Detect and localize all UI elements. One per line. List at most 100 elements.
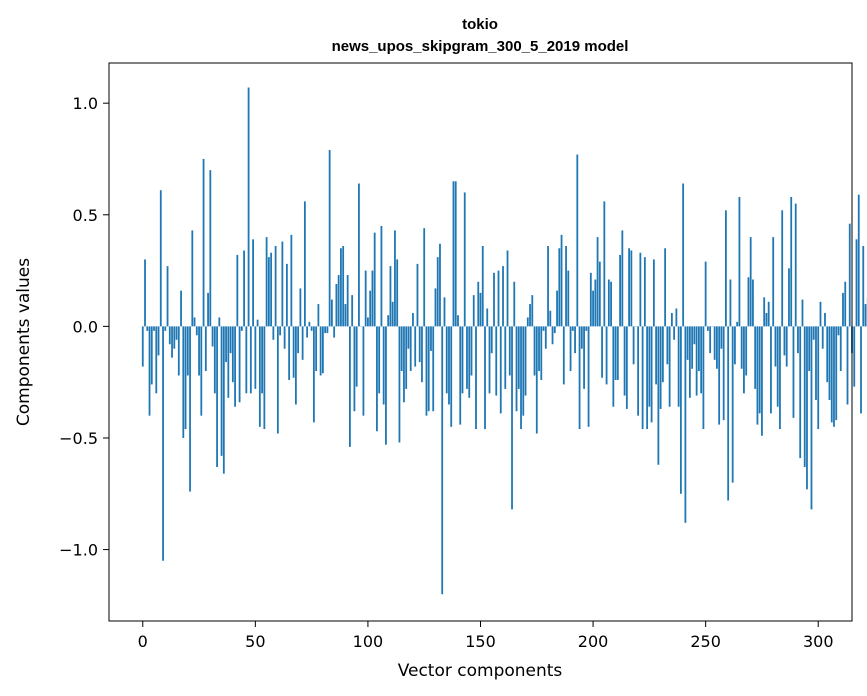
bar-14	[173, 326, 176, 349]
bar-13	[171, 326, 173, 358]
bar-103	[373, 232, 376, 327]
bar-49	[252, 239, 254, 327]
bar-318	[857, 194, 860, 327]
bar-149	[477, 281, 480, 327]
bar-187	[562, 326, 565, 385]
bar-2	[146, 326, 149, 331]
bar-270	[749, 237, 752, 327]
bar-21	[189, 326, 191, 492]
bar-75	[310, 326, 313, 331]
bar-292	[799, 326, 802, 459]
bar-278	[767, 301, 770, 327]
bar-134	[443, 297, 446, 327]
y-tick-label: 0.0	[73, 317, 98, 336]
bar-154	[488, 326, 491, 394]
bar-304	[826, 326, 829, 383]
bar-150	[479, 292, 482, 327]
bar-260	[727, 326, 730, 501]
bar-190	[569, 326, 572, 372]
bar-136	[448, 326, 450, 405]
bar-69	[297, 326, 300, 354]
bar-258	[722, 326, 725, 421]
bar-89	[342, 246, 345, 327]
bar-179	[544, 326, 547, 349]
bar-225	[648, 326, 651, 407]
bar-61	[279, 326, 282, 336]
bar-230	[659, 326, 662, 409]
bar-279	[770, 326, 772, 414]
bar-32	[213, 326, 216, 394]
bar-233	[666, 326, 669, 365]
bar-114	[398, 326, 401, 443]
bar-37	[225, 326, 227, 363]
x-tick-label: 100	[353, 632, 384, 651]
bar-15	[175, 326, 178, 340]
bar-231	[661, 326, 664, 383]
bar-157	[495, 326, 498, 396]
bar-86	[335, 283, 338, 327]
bar-76	[312, 326, 315, 423]
bar-244	[691, 326, 694, 369]
bar-80	[321, 326, 324, 374]
bar-55	[265, 237, 268, 327]
bar-130	[434, 288, 437, 327]
bar-51	[256, 319, 259, 327]
bar-158	[497, 270, 500, 327]
bar-174	[533, 326, 536, 376]
bar-74	[308, 321, 311, 327]
bar-23	[193, 317, 196, 327]
bar-39	[229, 326, 232, 354]
bar-111	[391, 301, 394, 327]
bar-317	[855, 239, 858, 327]
bar-252	[709, 326, 712, 354]
bar-184	[556, 290, 558, 327]
bar-10	[164, 326, 167, 331]
bar-8	[159, 190, 162, 327]
bar-143	[463, 192, 466, 327]
bar-175	[535, 326, 538, 434]
bar-193	[576, 154, 579, 327]
bar-126	[425, 326, 428, 416]
bar-144	[466, 326, 468, 389]
bar-236	[673, 326, 676, 340]
bar-95	[355, 326, 358, 387]
x-tick-label: 200	[578, 632, 609, 651]
bar-248	[700, 326, 703, 394]
bar-232	[664, 248, 667, 327]
bar-267	[743, 326, 745, 394]
bar-178	[542, 326, 545, 331]
bar-156	[493, 272, 495, 327]
chart-title-line1: tokio	[462, 16, 498, 33]
bar-113	[396, 259, 399, 327]
bar-20	[186, 326, 189, 376]
bar-54	[263, 326, 266, 430]
bar-222	[641, 326, 644, 430]
chart-title-line2: news_upos_skipgram_300_5_2019 model	[332, 38, 629, 55]
bar-234	[668, 326, 671, 407]
bar-115	[400, 326, 403, 372]
bar-141	[459, 326, 462, 425]
bar-147	[472, 295, 475, 327]
bar-142	[461, 326, 464, 394]
bar-119	[409, 326, 412, 372]
bar-33	[216, 326, 218, 467]
bar-67	[292, 326, 295, 378]
bar-321	[864, 304, 867, 327]
bar-235	[670, 312, 673, 327]
bar-153	[486, 308, 489, 327]
bar-277	[765, 312, 768, 327]
bar-58	[272, 326, 275, 340]
bar-48	[249, 326, 252, 394]
bar-173	[531, 295, 534, 327]
bar-167	[517, 326, 520, 389]
bar-77	[315, 326, 318, 372]
bar-295	[806, 326, 808, 490]
bar-12	[168, 326, 171, 345]
bar-35	[220, 326, 223, 456]
bar-28	[204, 326, 207, 372]
bar-268	[745, 326, 748, 376]
bars-group	[141, 87, 867, 595]
bar-109	[387, 315, 390, 327]
bar-301	[819, 301, 822, 327]
x-tick-label: 250	[690, 632, 721, 651]
